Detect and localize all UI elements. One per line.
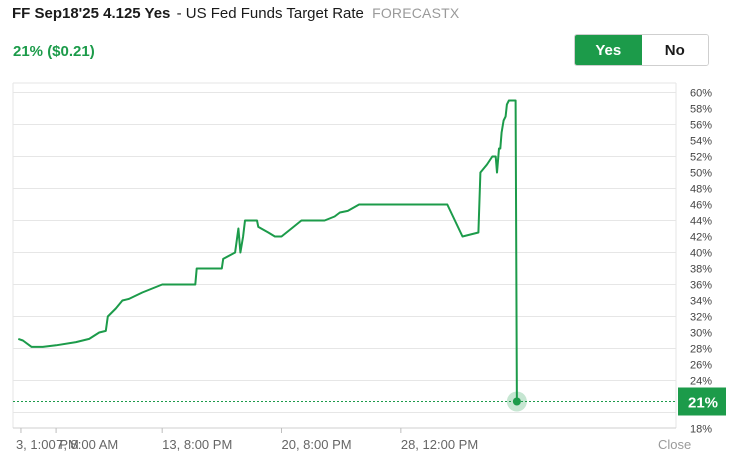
current-price: 21% ($0.21) (13, 43, 95, 60)
y-tick-label: 38% (690, 264, 712, 276)
close-label[interactable]: Close (658, 437, 691, 452)
yes-button[interactable]: Yes (575, 35, 642, 65)
chart-grid (12, 82, 677, 429)
x-tick-label: 28, 12:00 PM (401, 437, 478, 452)
market-code: FF Sep18'25 4.125 Yes (12, 5, 171, 22)
no-button[interactable]: No (641, 35, 708, 65)
current-value-label: 21% (688, 395, 718, 412)
current-marker[interactable] (512, 397, 521, 406)
y-tick-label: 56% (690, 120, 712, 132)
y-axis: 60% 58% 56% 54% 52% 50% 48% 46% 44% 42% 40% 38% 36% 3… (690, 88, 712, 436)
x-tick-label: 20, 8:00 PM (282, 437, 352, 452)
market-name: - US Fed Funds Target Rate (176, 5, 364, 22)
y-tick-label: 54% (690, 136, 712, 148)
y-tick-label: 58% (690, 104, 712, 116)
y-tick-label: 34% (690, 296, 712, 308)
y-tick-label: 32% (690, 312, 712, 324)
x-tick-label: 3, 1:00 PM (16, 437, 79, 452)
market-title: FF Sep18'25 4.125 Yes - US Fed Funds Tar… (12, 5, 459, 22)
y-tick-label: 52% (690, 152, 712, 164)
outcome-toggle: Yes No (574, 34, 709, 66)
current-value-badge: 21% (678, 387, 726, 416)
y-tick-label: 36% (690, 280, 712, 292)
y-tick-label: 40% (690, 248, 712, 260)
y-tick-label: 42% (690, 232, 712, 244)
y-tick-label: 24% (690, 376, 712, 388)
y-tick-label: 46% (690, 200, 712, 212)
x-tick-label: 7, 8:00 AM (56, 437, 118, 452)
y-tick-label: 60% (690, 88, 712, 100)
y-tick-label: 48% (690, 184, 712, 196)
y-tick-label: 28% (690, 344, 712, 356)
y-tick-label: 50% (690, 168, 712, 180)
y-tick-label: 18% (690, 424, 712, 436)
y-tick-label: 44% (690, 216, 712, 228)
current-value-badge-bg (678, 387, 726, 416)
x-tick-label: 13, 8:00 PM (162, 437, 232, 452)
series-line-yes (17, 99, 518, 405)
y-tick-label: 26% (690, 360, 712, 372)
market-source: FORECASTX (372, 5, 460, 21)
x-axis: 3, 1:00 PM7, 8:00 AM 13, 8:00 PM 20, 8:00 … (16, 428, 478, 452)
y-tick-label: 30% (690, 328, 712, 340)
